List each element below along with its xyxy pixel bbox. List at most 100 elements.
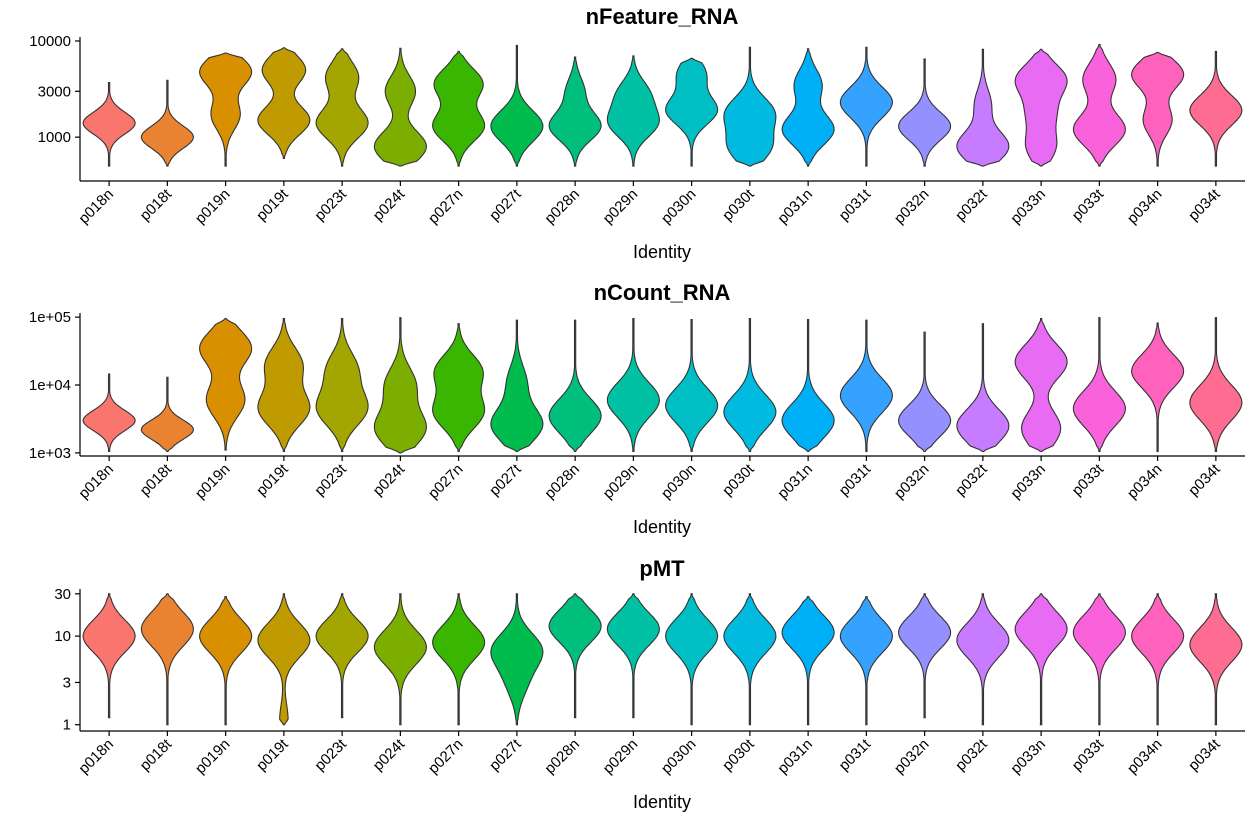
x-tick-label: p028n [541, 461, 583, 503]
y-tick-label: 3000 [38, 83, 71, 100]
x-tick-label: p032n [891, 461, 933, 503]
x-tick-label: p028n [541, 736, 583, 778]
x-tick-label: p033t [1069, 185, 1108, 224]
violin-p019t [257, 318, 311, 453]
x-tick-label: p018n [75, 186, 117, 228]
x-axis-title: Identity [633, 242, 691, 262]
x-tick-label: p030n [658, 461, 700, 503]
x-axis-title: Identity [633, 517, 691, 537]
x-tick-label: p027t [486, 460, 525, 499]
violin-p023t [315, 318, 369, 453]
violin-p033t [1072, 317, 1126, 453]
y-tick-label: 3 [63, 674, 71, 691]
x-tick-label: p018t [137, 735, 176, 774]
violin-p018n [82, 373, 136, 453]
violin-p034t [1189, 317, 1243, 453]
y-tick-label: 1e+04 [29, 377, 71, 394]
x-tick-label: p018n [75, 736, 117, 778]
violin-p030n [665, 593, 719, 726]
violin-p019n [199, 52, 253, 167]
violin-p027t [490, 319, 544, 453]
x-tick-label: p030t [719, 735, 758, 774]
x-tick-label: p033t [1069, 460, 1108, 499]
panel-title: nCount_RNA [594, 280, 731, 305]
violin-p034n [1131, 593, 1185, 726]
x-tick-label: p024t [370, 185, 409, 224]
violin-p019t [257, 47, 311, 160]
x-tick-label: p019t [253, 735, 292, 774]
violin-p030n [665, 57, 719, 167]
violin-p029n [606, 593, 660, 719]
x-tick-label: p027n [425, 186, 467, 228]
x-ticks: p018n p018t p019n p019t p023t p024t p027n p027t… [75, 731, 1224, 777]
violin-p034n [1131, 322, 1185, 453]
x-tick-label: p019t [253, 185, 292, 224]
x-tick-label: p034t [1185, 185, 1224, 224]
x-tick-label: p033n [1007, 461, 1049, 503]
x-tick-label: p019n [192, 461, 234, 503]
violin-p027n [432, 593, 486, 726]
x-tick-label: p027n [425, 736, 467, 778]
x-tick-label: p033t [1069, 735, 1108, 774]
x-tick-label: p028n [541, 186, 583, 228]
y-ticks: 1 3 10 30 [54, 586, 80, 734]
x-tick-label: p024t [370, 735, 409, 774]
violin-p032t [956, 48, 1010, 167]
violin-p018t [140, 593, 194, 726]
x-tick-label: p031t [836, 460, 875, 499]
panel-title: pMT [639, 556, 685, 581]
x-tick-label: p027n [425, 461, 467, 503]
x-tick-label: p032n [891, 186, 933, 228]
x-tick-label: p030n [658, 186, 700, 228]
x-tick-label: p018t [137, 185, 176, 224]
violin-p031n [781, 319, 835, 453]
violin-p032n [898, 593, 952, 719]
violin-group [82, 593, 1243, 726]
x-tick-label: p033n [1007, 186, 1049, 228]
violin-p018n [82, 593, 136, 719]
violin-p031t [839, 319, 893, 453]
x-tick-label: p031n [774, 186, 816, 228]
violin-p033t [1072, 43, 1126, 167]
x-ticks: p018n p018t p019n p019t p023t p024t p027n p027t… [75, 181, 1224, 227]
x-tick-label: p030t [719, 460, 758, 499]
panel-pmt: pMT 1 3 10 30 p018n p018t p019n p019t p023t p024… [54, 556, 1245, 812]
x-tick-label: p019n [192, 736, 234, 778]
violin-p032n [898, 331, 952, 453]
x-tick-label: p034n [1124, 461, 1166, 503]
violin-p024t [373, 47, 427, 167]
violin-p031n [781, 48, 835, 167]
x-tick-label: p032n [891, 736, 933, 778]
violin-p031n [781, 595, 835, 726]
x-tick-label: p034t [1185, 735, 1224, 774]
violin-p028n [548, 593, 602, 719]
violin-p033n [1014, 318, 1068, 453]
x-tick-label: p018t [137, 460, 176, 499]
x-tick-label: p031n [774, 461, 816, 503]
violin-group [82, 43, 1243, 167]
y-ticks: 1000 3000 10000 [29, 33, 80, 146]
violin-p030n [665, 319, 719, 453]
y-tick-label: 30 [54, 586, 71, 603]
y-tick-label: 10000 [29, 33, 71, 50]
panel-title: nFeature_RNA [586, 4, 739, 29]
violin-p033n [1014, 48, 1068, 167]
x-tick-label: p034n [1124, 186, 1166, 228]
x-tick-label: p032t [952, 460, 991, 499]
violin-p028n [548, 56, 602, 167]
violin-p027n [432, 50, 486, 167]
violin-p027n [432, 323, 486, 453]
x-tick-label: p030n [658, 736, 700, 778]
violin-p019t [257, 593, 311, 726]
panel-nfeature-rna: nFeature_RNA 1000 3000 10000 p018n p018t p01… [29, 4, 1245, 262]
x-ticks: p018n p018t p019n p019t p023t p024t p027n p027t… [75, 456, 1224, 502]
x-tick-label: p024t [370, 460, 409, 499]
violin-p024t [373, 593, 427, 726]
x-tick-label: p023t [311, 185, 350, 224]
violin-p027t [490, 44, 544, 167]
x-tick-label: p032t [952, 735, 991, 774]
x-tick-label: p019t [253, 460, 292, 499]
y-ticks: 1e+03 1e+04 1e+05 [29, 309, 80, 462]
y-tick-label: 1000 [38, 129, 71, 146]
